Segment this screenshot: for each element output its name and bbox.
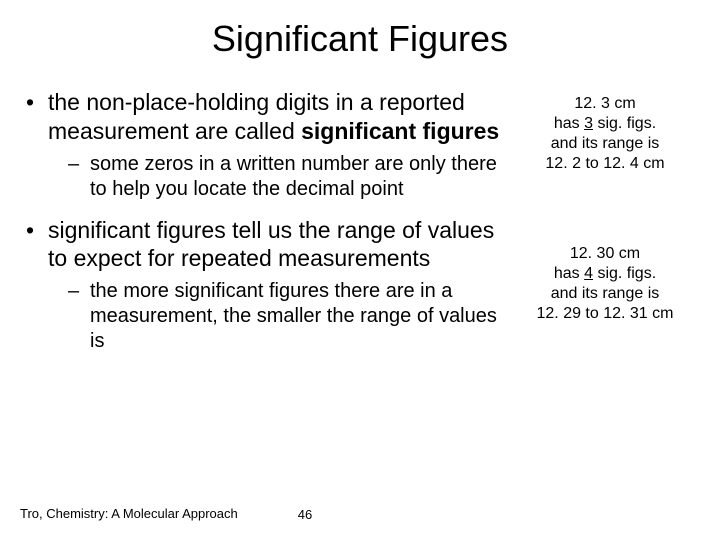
example-2-line3: and its range is (510, 284, 700, 304)
example-2-line4: 12. 29 to 12. 31 cm (510, 304, 700, 324)
bullet-2-text: significant figures tell us the range of… (48, 216, 500, 274)
bullet-1-sub: – some zeros in a written number are onl… (68, 152, 500, 202)
example-2-sigfig-count: 4 (584, 265, 593, 282)
right-column: 12. 3 cm has 3 sig. figs. and its range … (510, 88, 700, 394)
slide-title: Significant Figures (0, 0, 720, 70)
bullet-1-sub-text: some zeros in a written number are only … (90, 152, 500, 202)
example-1-line2: has 3 sig. figs. (510, 114, 700, 134)
bullet-marker: • (20, 88, 48, 146)
example-2-line1: 12. 30 cm (510, 244, 700, 264)
example-2-line2: has 4 sig. figs. (510, 264, 700, 284)
bullet-1-text: the non-place-holding digits in a report… (48, 88, 500, 146)
bullet-2-sub: – the more significant figures there are… (68, 279, 500, 354)
example-2-l2-pre: has (554, 265, 584, 282)
example-1: 12. 3 cm has 3 sig. figs. and its range … (510, 94, 700, 174)
example-1-sigfig-count: 3 (584, 115, 593, 132)
content-area: • the non-place-holding digits in a repo… (0, 70, 720, 394)
example-1-line1: 12. 3 cm (510, 94, 700, 114)
footer-source: Tro, Chemistry: A Molecular Approach (20, 506, 250, 522)
example-1-line4: 12. 2 to 12. 4 cm (510, 154, 700, 174)
example-2: 12. 30 cm has 4 sig. figs. and its range… (510, 244, 700, 324)
footer: Tro, Chemistry: A Molecular Approach 46 (20, 506, 700, 522)
example-1-l2-post: sig. figs. (593, 115, 656, 132)
bullet-2: • significant figures tell us the range … (20, 216, 500, 274)
bullet-1: • the non-place-holding digits in a repo… (20, 88, 500, 146)
bullet-marker: – (68, 152, 90, 202)
example-1-line3: and its range is (510, 134, 700, 154)
left-column: • the non-place-holding digits in a repo… (20, 88, 510, 394)
bullet-marker: • (20, 216, 48, 274)
example-1-l2-pre: has (554, 115, 584, 132)
bullet-1-bold: significant figures (301, 118, 499, 144)
bullet-2-sub-text: the more significant figures there are i… (90, 279, 500, 354)
example-2-l2-post: sig. figs. (593, 265, 656, 282)
footer-page-number: 46 (250, 507, 360, 522)
bullet-marker: – (68, 279, 90, 354)
